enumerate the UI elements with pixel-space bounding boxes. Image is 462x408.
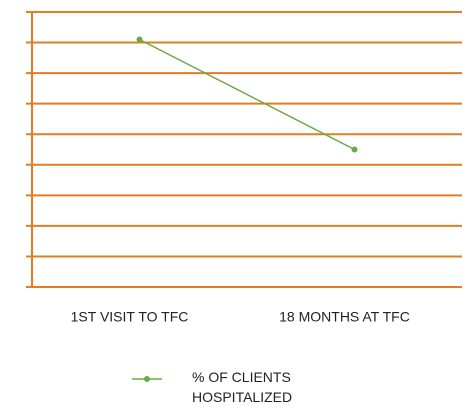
legend-label: % OF CLIENTS HOSPITALIZED bbox=[192, 369, 293, 405]
point bbox=[351, 146, 358, 153]
legend-marker bbox=[144, 376, 150, 382]
x-tick-label: 1ST VISIT TO TFC bbox=[71, 309, 189, 325]
point bbox=[136, 36, 143, 43]
line bbox=[139, 38, 355, 151]
x-tick-label: 18 MONTHS AT TFC bbox=[279, 309, 410, 325]
